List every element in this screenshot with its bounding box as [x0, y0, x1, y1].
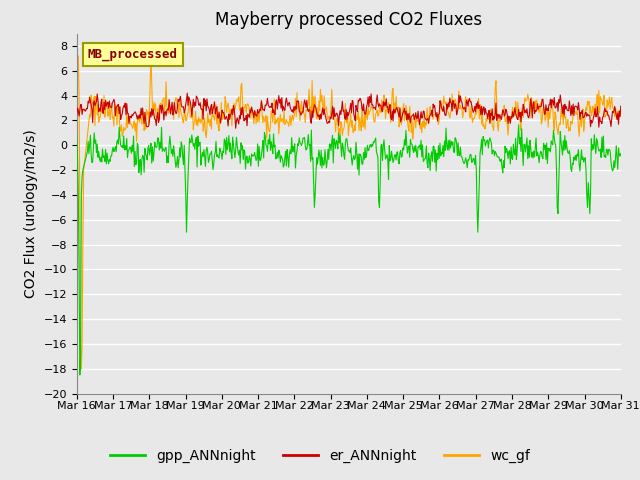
wc_gf	[417, 126, 424, 132]
er_ANNnight	[232, 125, 239, 131]
Line: er_ANNnight: er_ANNnight	[77, 93, 621, 128]
er_ANNnight	[83, 106, 90, 111]
wc_gf	[140, 128, 148, 133]
er_ANNnight	[223, 117, 231, 122]
er_ANNnight	[417, 115, 424, 121]
Title: Mayberry processed CO2 Fluxes: Mayberry processed CO2 Fluxes	[215, 11, 483, 29]
er_ANNnight	[617, 103, 625, 109]
wc_gf	[617, 107, 625, 113]
gpp_ANNnight	[195, 144, 202, 149]
wc_gf	[224, 100, 232, 106]
er_ANNnight	[139, 105, 147, 111]
wc_gf	[77, 366, 85, 372]
gpp_ANNnight	[73, 136, 81, 142]
wc_gf	[196, 119, 204, 125]
Line: gpp_ANNnight: gpp_ANNnight	[77, 125, 621, 375]
wc_gf	[74, 53, 82, 59]
Legend: gpp_ANNnight, er_ANNnight, wc_gf: gpp_ANNnight, er_ANNnight, wc_gf	[104, 443, 536, 468]
gpp_ANNnight	[617, 151, 625, 156]
Y-axis label: CO2 Flux (urology/m2/s): CO2 Flux (urology/m2/s)	[24, 129, 38, 298]
gpp_ANNnight	[416, 143, 424, 148]
Text: MB_processed: MB_processed	[88, 48, 178, 61]
gpp_ANNnight	[140, 154, 147, 159]
er_ANNnight	[433, 114, 440, 120]
gpp_ANNnight	[515, 122, 522, 128]
gpp_ANNnight	[431, 147, 439, 153]
wc_gf	[73, 105, 81, 111]
er_ANNnight	[73, 111, 81, 117]
Line: wc_gf: wc_gf	[77, 56, 621, 369]
gpp_ANNnight	[223, 147, 231, 153]
gpp_ANNnight	[84, 149, 92, 155]
wc_gf	[433, 110, 440, 116]
er_ANNnight	[184, 90, 191, 96]
er_ANNnight	[195, 102, 202, 108]
wc_gf	[84, 126, 92, 132]
gpp_ANNnight	[76, 372, 84, 378]
